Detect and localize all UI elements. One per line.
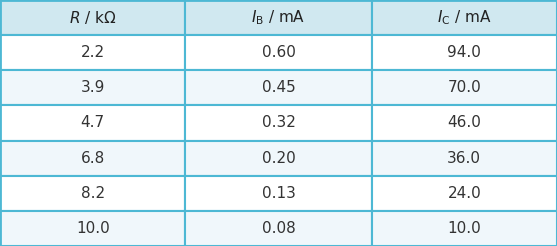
- Bar: [372, 35, 557, 70]
- Text: 24.0: 24.0: [447, 186, 481, 201]
- Bar: [185, 106, 372, 140]
- Bar: [372, 140, 557, 176]
- Text: 6.8: 6.8: [81, 151, 105, 166]
- Text: 0.45: 0.45: [262, 80, 295, 95]
- Text: 94.0: 94.0: [447, 45, 481, 60]
- Text: 46.0: 46.0: [447, 116, 481, 130]
- Text: $I_{\mathrm{B}}$ / mA: $I_{\mathrm{B}}$ / mA: [251, 8, 306, 27]
- Bar: [185, 70, 372, 106]
- Bar: [185, 211, 372, 246]
- Bar: [372, 70, 557, 106]
- Text: 0.32: 0.32: [262, 116, 295, 130]
- Bar: [0, 140, 185, 176]
- Bar: [372, 106, 557, 140]
- Bar: [372, 0, 557, 35]
- Text: 10.0: 10.0: [447, 221, 481, 236]
- Text: 4.7: 4.7: [81, 116, 105, 130]
- Text: 0.08: 0.08: [262, 221, 295, 236]
- Text: 36.0: 36.0: [447, 151, 481, 166]
- Bar: [0, 211, 185, 246]
- Bar: [185, 140, 372, 176]
- Bar: [0, 35, 185, 70]
- Bar: [0, 106, 185, 140]
- Text: 0.60: 0.60: [262, 45, 295, 60]
- Text: 0.20: 0.20: [262, 151, 295, 166]
- Text: 3.9: 3.9: [81, 80, 105, 95]
- Bar: [185, 0, 372, 35]
- Bar: [372, 176, 557, 211]
- Bar: [372, 211, 557, 246]
- Bar: [0, 176, 185, 211]
- Bar: [0, 70, 185, 106]
- Bar: [0, 0, 185, 35]
- Bar: [185, 35, 372, 70]
- Text: 70.0: 70.0: [447, 80, 481, 95]
- Bar: [185, 176, 372, 211]
- Text: 8.2: 8.2: [81, 186, 105, 201]
- Text: 10.0: 10.0: [76, 221, 110, 236]
- Text: $R$ / kΩ: $R$ / kΩ: [69, 9, 116, 26]
- Text: 0.13: 0.13: [262, 186, 295, 201]
- Text: $I_{\mathrm{C}}$ / mA: $I_{\mathrm{C}}$ / mA: [437, 8, 491, 27]
- Text: 2.2: 2.2: [81, 45, 105, 60]
